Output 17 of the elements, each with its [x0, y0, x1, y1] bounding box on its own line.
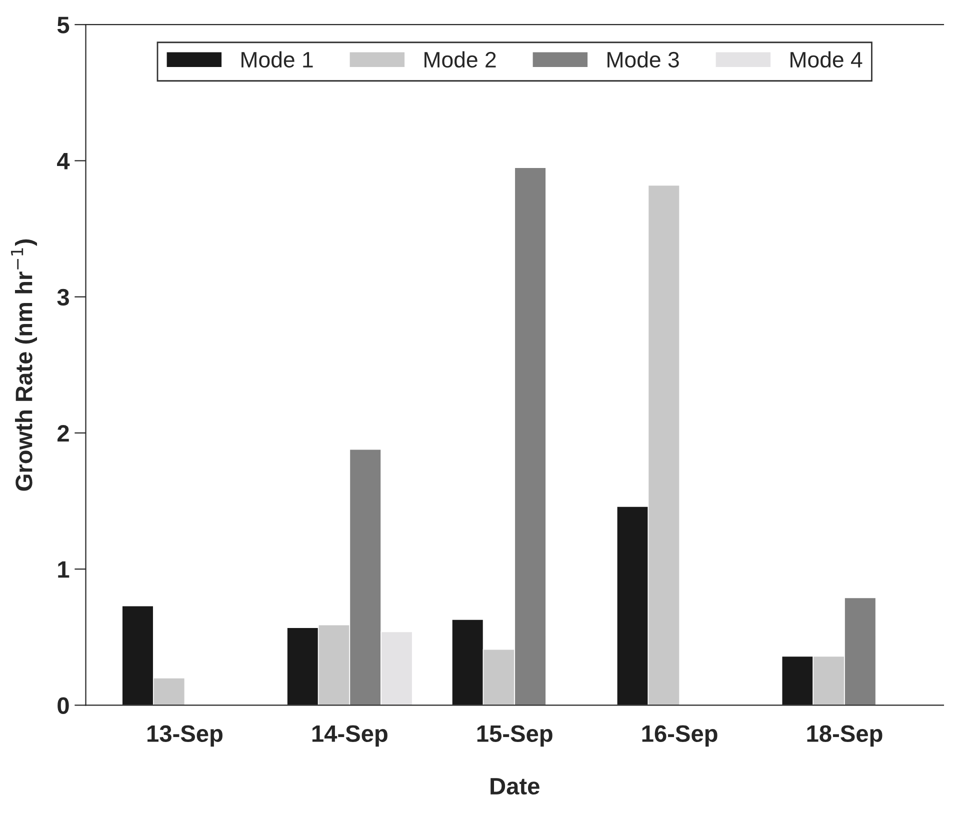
x-tick-label: 18-Sep [807, 725, 882, 747]
y-tick-label: 3 [57, 288, 69, 306]
y-tick-label: 2 [57, 425, 69, 442]
y-tick-label: 0 [58, 697, 69, 714]
x-tick-label: 15-Sep [477, 725, 552, 747]
x-axis-title: Date [490, 778, 540, 795]
y-axis-title: Growth Rate (nm hr$^{−1}$) [11, 239, 38, 491]
y-tick-label: 5 [57, 16, 70, 34]
legend-label: Mode 4 [790, 51, 862, 68]
legend-label: Mode 1 [242, 51, 313, 68]
y-tick-label: 4 [57, 153, 70, 170]
x-tick-label: 13-Sep [148, 725, 222, 747]
x-tick-label: 14-Sep [312, 725, 388, 747]
legend-label: Mode 2 [424, 51, 496, 68]
y-tick-label: 1 [58, 561, 70, 578]
legend-label: Mode 3 [608, 51, 679, 68]
x-tick-label: 16-Sep [642, 725, 718, 747]
